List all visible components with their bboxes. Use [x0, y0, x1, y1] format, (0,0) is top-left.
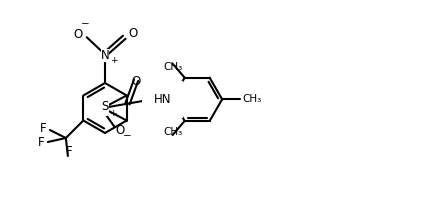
Text: F: F — [40, 121, 47, 135]
Text: +: + — [110, 109, 117, 118]
Text: O: O — [128, 27, 138, 40]
Text: +: + — [110, 56, 117, 65]
Text: −: − — [81, 19, 90, 29]
Text: F: F — [65, 145, 72, 158]
Text: O: O — [74, 28, 83, 41]
Text: CH₃: CH₃ — [242, 94, 261, 104]
Text: −: − — [123, 131, 131, 141]
Text: O: O — [132, 75, 141, 88]
Text: O: O — [116, 124, 125, 137]
Text: F: F — [38, 135, 45, 149]
Text: S: S — [101, 100, 108, 113]
Text: CH₃: CH₃ — [163, 62, 182, 72]
Text: N: N — [101, 49, 109, 62]
Text: CH₃: CH₃ — [163, 127, 182, 137]
Text: HN: HN — [154, 93, 172, 106]
Text: N: N — [100, 103, 109, 116]
